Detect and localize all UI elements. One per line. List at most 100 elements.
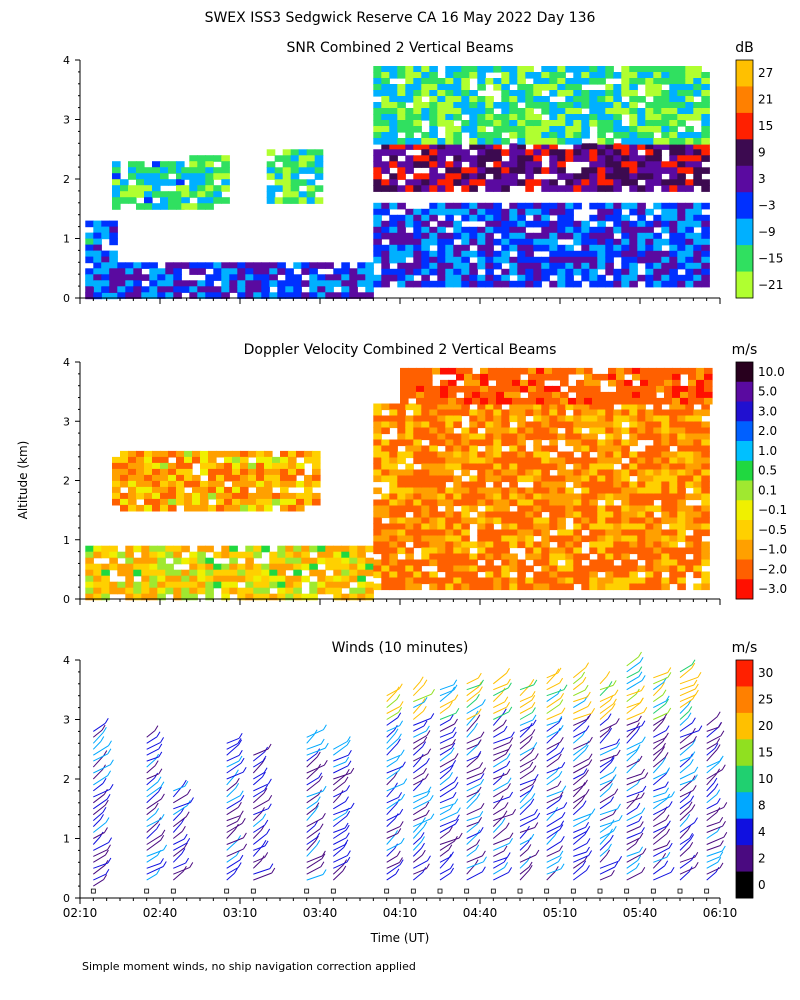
heatmap-cell xyxy=(493,475,502,483)
wind-barb xyxy=(226,744,239,756)
heatmap-cell xyxy=(552,397,561,405)
heatmap-cell xyxy=(549,433,558,441)
heatmap-cell xyxy=(565,226,574,234)
heatmap-cell xyxy=(557,547,566,555)
wind-barb xyxy=(466,844,477,851)
heatmap-cell xyxy=(493,179,502,186)
heatmap-cell xyxy=(661,220,670,228)
wind-barb-feather xyxy=(638,816,643,822)
heatmap-cell xyxy=(197,286,206,293)
heatmap-cell xyxy=(421,463,430,471)
heatmap-cell xyxy=(645,84,654,91)
heatmap-cell xyxy=(461,232,470,240)
heatmap-cell xyxy=(693,451,702,459)
heatmap-cell xyxy=(293,280,302,287)
wind-barb xyxy=(546,712,563,720)
heatmap-cell xyxy=(581,475,590,483)
heatmap-cell xyxy=(637,143,646,150)
wind-barb xyxy=(226,737,240,744)
wind-barb xyxy=(386,766,403,774)
heatmap-cell xyxy=(120,179,129,186)
heatmap-cell xyxy=(432,367,441,375)
heatmap-cell xyxy=(309,274,318,281)
heatmap-cell xyxy=(149,551,158,559)
heatmap-cell xyxy=(557,167,566,174)
heatmap-cell xyxy=(397,202,406,210)
heatmap-cell xyxy=(525,108,534,115)
heatmap-cell xyxy=(565,427,574,435)
wind-barb-feather xyxy=(721,764,726,770)
heatmap-cell xyxy=(325,581,334,589)
heatmap-cell xyxy=(621,541,630,549)
heatmap-cell xyxy=(565,214,574,222)
heatmap-cell xyxy=(536,367,545,375)
heatmap-cell xyxy=(621,451,630,459)
heatmap-cell xyxy=(533,167,542,174)
wind-barb xyxy=(226,742,239,750)
wind-barb xyxy=(253,868,271,875)
heatmap-cell xyxy=(469,427,478,435)
wind-barb-feather xyxy=(671,791,675,797)
heatmap-cell xyxy=(85,244,94,252)
heatmap-cell xyxy=(245,292,254,299)
heatmap-cell xyxy=(461,185,470,192)
heatmap-cell xyxy=(280,474,289,482)
wind-barb-feather xyxy=(261,771,266,778)
colorbar-label: 0.5 xyxy=(758,464,777,478)
heatmap-cell xyxy=(389,571,398,579)
heatmap-cell xyxy=(701,250,710,258)
heatmap-cell xyxy=(677,409,686,417)
heatmap-cell xyxy=(621,161,630,168)
wind-barb xyxy=(519,849,529,857)
heatmap-cell xyxy=(157,593,166,601)
heatmap-cell xyxy=(333,593,342,601)
station-marker xyxy=(437,888,443,894)
heatmap-cell xyxy=(101,280,110,287)
heatmap-cell xyxy=(469,433,478,441)
heatmap-cell xyxy=(261,569,270,577)
heatmap-cell xyxy=(541,499,550,507)
heatmap-cell xyxy=(605,66,614,73)
heatmap-cell xyxy=(557,114,566,121)
heatmap-cell xyxy=(477,547,486,555)
heatmap-cell xyxy=(565,421,574,429)
heatmap-cell xyxy=(685,208,694,216)
wind-barb xyxy=(386,717,398,726)
heatmap-cell xyxy=(533,232,542,240)
heatmap-cell xyxy=(525,583,534,591)
heatmap-cell xyxy=(144,474,153,482)
heatmap-cell xyxy=(85,545,94,553)
heatmap-cell xyxy=(541,445,550,453)
heatmap-cell xyxy=(669,78,678,85)
heatmap-cell xyxy=(221,274,230,281)
heatmap-cell xyxy=(221,197,230,204)
wind-barb xyxy=(679,818,688,827)
heatmap-cell xyxy=(677,403,686,411)
heatmap-cell xyxy=(397,409,406,417)
heatmap-cell xyxy=(605,84,614,91)
heatmap-cell xyxy=(437,463,446,471)
heatmap-cell xyxy=(493,499,502,507)
wind-barb xyxy=(466,791,479,798)
wind-barb-feather xyxy=(716,711,721,717)
heatmap-cell xyxy=(437,511,446,519)
wind-barb xyxy=(519,712,533,720)
heatmap-cell xyxy=(621,126,630,133)
heatmap-cell xyxy=(485,132,494,139)
heatmap-cell xyxy=(677,161,686,168)
heatmap-cell xyxy=(613,529,622,537)
y-tick-label: 2 xyxy=(63,173,70,186)
heatmap-cell xyxy=(405,84,414,91)
heatmap-cell xyxy=(605,583,614,591)
heatmap-cell xyxy=(469,155,478,162)
heatmap-cell xyxy=(373,208,382,216)
heatmap-cell xyxy=(493,433,502,441)
heatmap-cell xyxy=(661,126,670,133)
wind-barb xyxy=(706,760,721,768)
heatmap-cell xyxy=(141,274,150,281)
heatmap-cell xyxy=(397,547,406,555)
heatmap-cell xyxy=(160,504,169,512)
heatmap-cell xyxy=(629,547,638,555)
wind-barb xyxy=(626,727,637,738)
heatmap-cell xyxy=(136,480,145,488)
